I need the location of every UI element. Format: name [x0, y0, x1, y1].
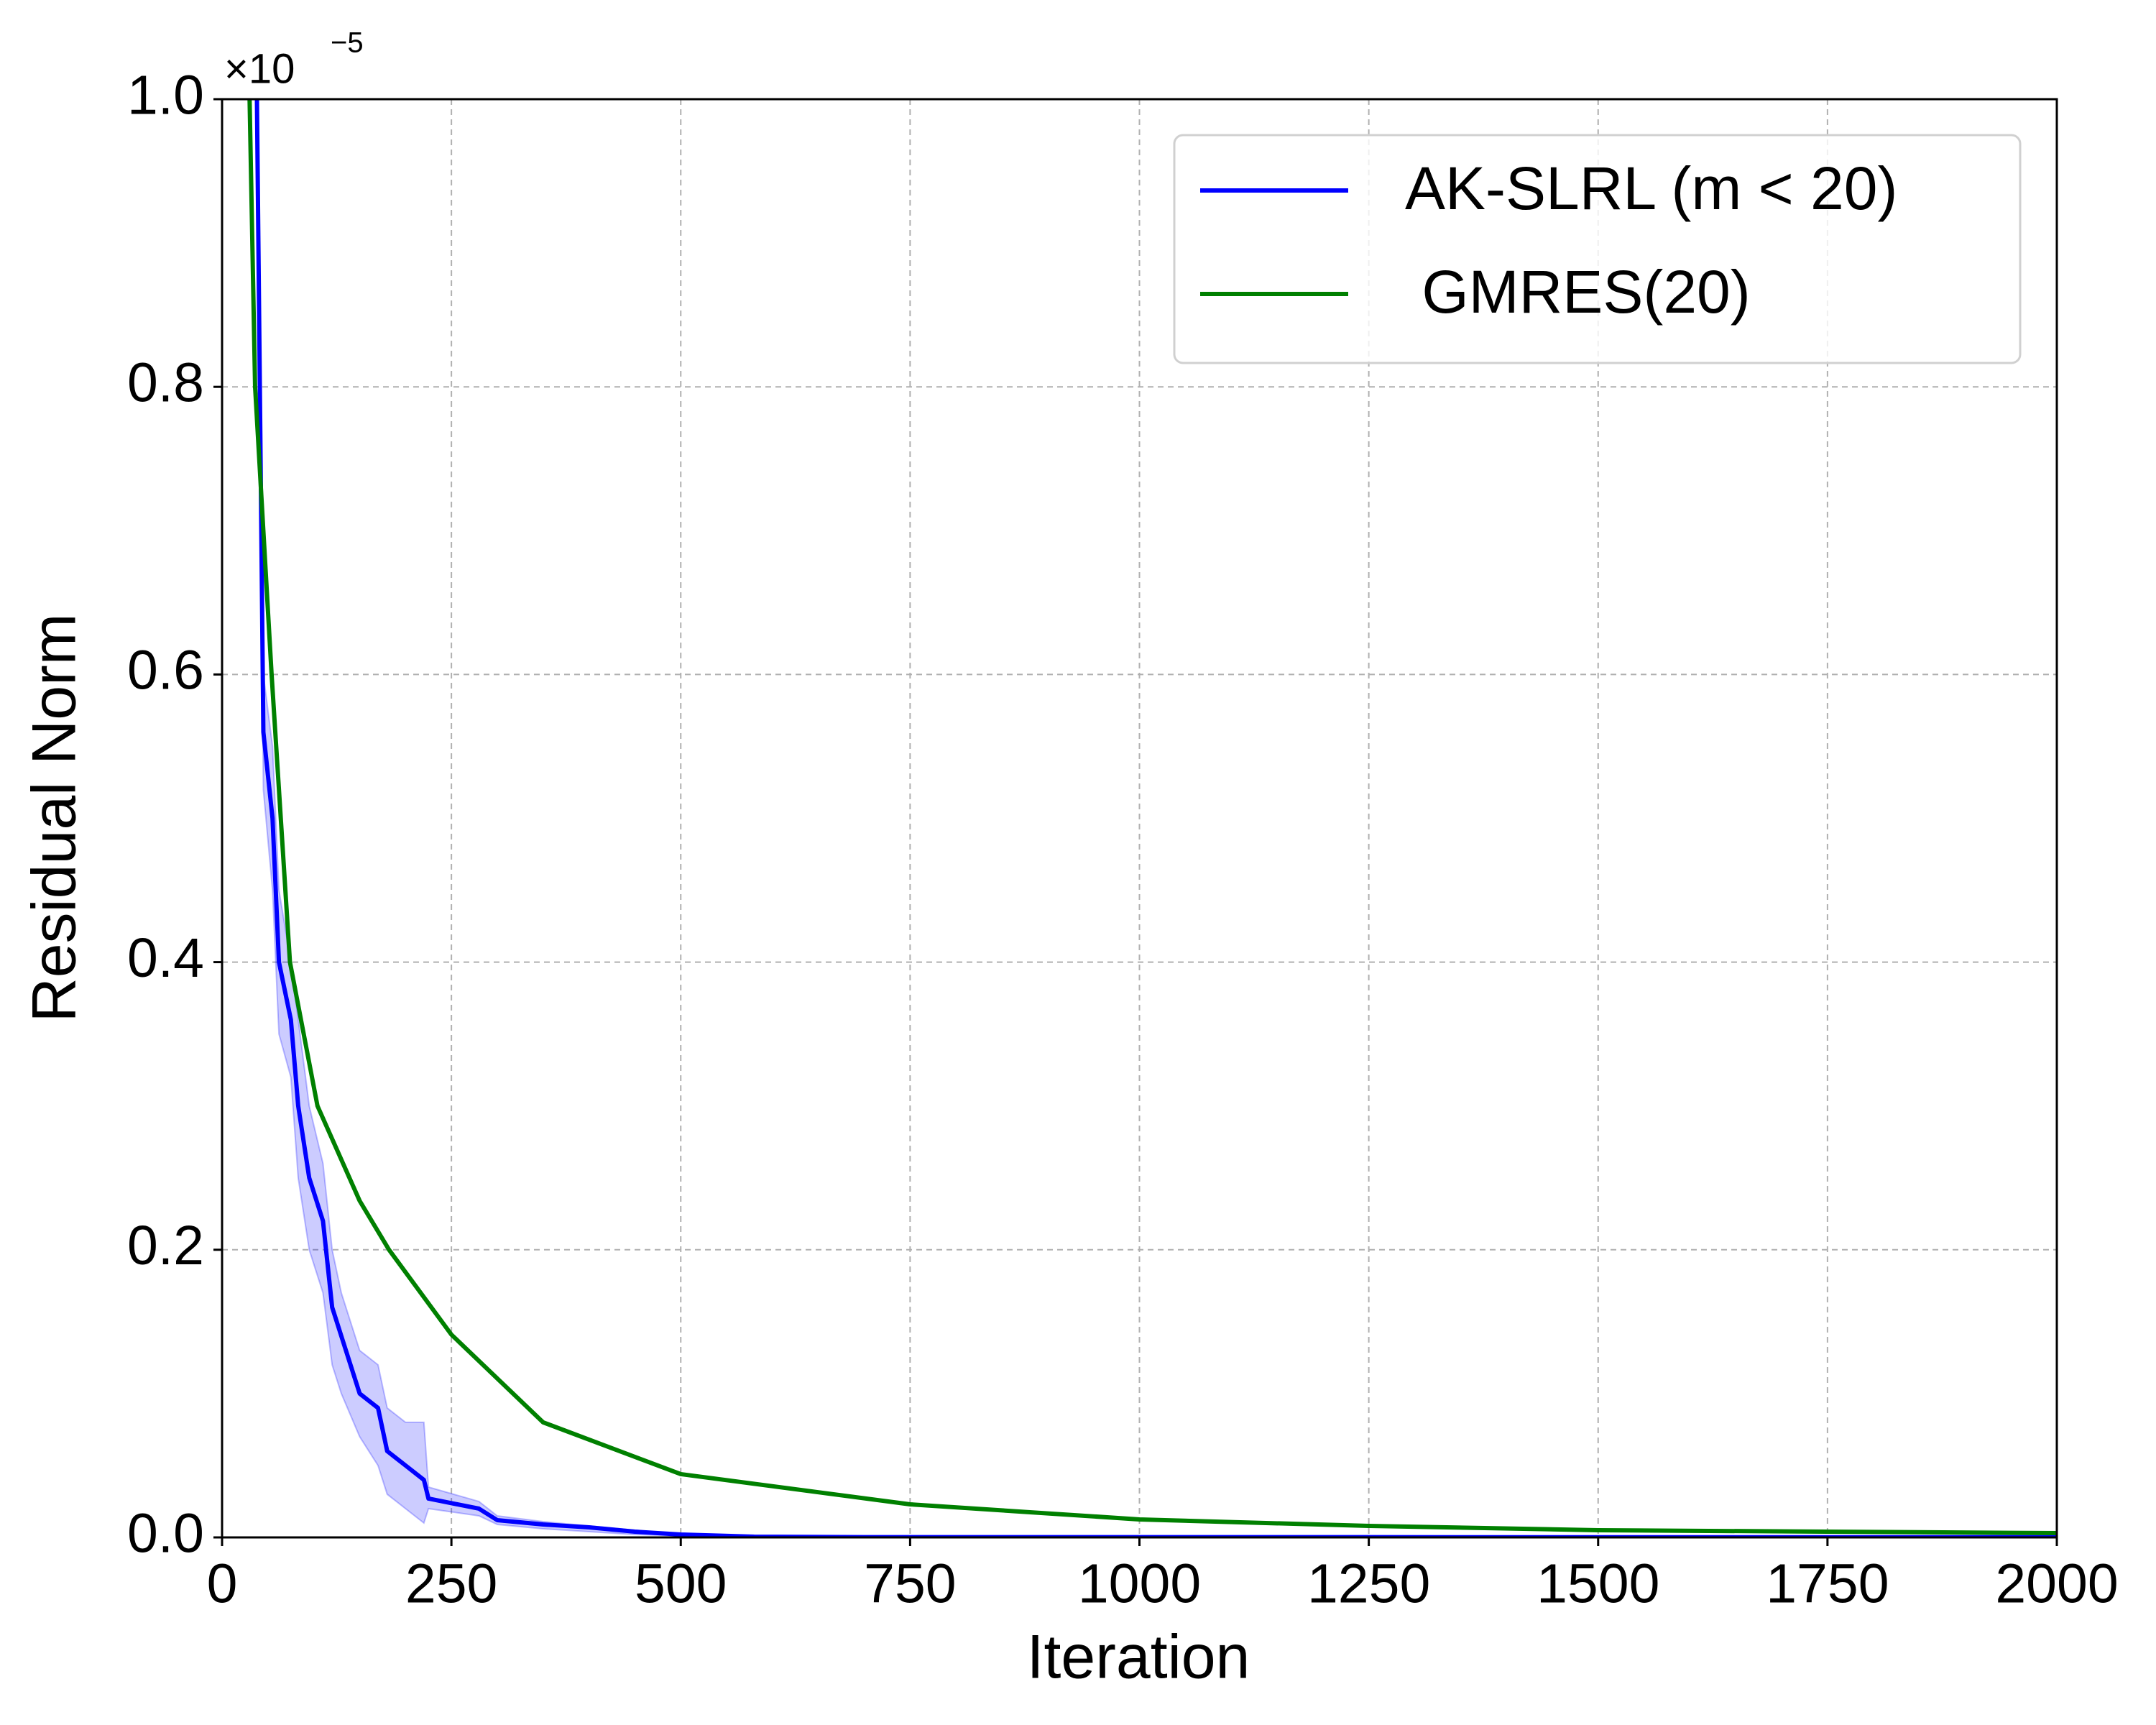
- y-tick-label: 0.0: [127, 1502, 204, 1564]
- x-tick-label: 250: [405, 1552, 497, 1614]
- y-tick-label: 1.0: [127, 64, 204, 126]
- y-offset-exponent: −5: [331, 27, 364, 59]
- labels: 0 250 500 750 1000 1250 1500 1750 2000 0.0 0.2 0.4 0…: [127, 64, 2119, 1614]
- x-tick-label: 750: [864, 1552, 956, 1614]
- x-tick-label: 1250: [1307, 1552, 1430, 1614]
- x-tick-label: 0: [207, 1552, 238, 1614]
- legend-label: AK-SLRL (m < 20): [1405, 155, 1897, 222]
- legend: AK-SLRL (m < 20) GMRES(20): [1173, 134, 2022, 364]
- series-line: [247, 99, 2057, 1535]
- confidence-band: [256, 99, 2057, 1537]
- legend-box: [1173, 134, 2022, 364]
- x-tick-label: 1750: [1766, 1552, 1889, 1614]
- x-tick-label: 500: [635, 1552, 727, 1614]
- x-tick-label: 1000: [1078, 1552, 1201, 1614]
- x-axis-label: Iteration: [1027, 1623, 1250, 1692]
- y-tick-label: 0.8: [127, 352, 204, 414]
- plot-area: [247, 99, 2057, 1537]
- x-tick-label: 2000: [1995, 1552, 2118, 1614]
- y-tick-label: 0.6: [127, 640, 204, 702]
- y-tick-label: 0.2: [127, 1215, 204, 1276]
- y-offset-base: ×10: [224, 45, 295, 92]
- series-line: [254, 99, 2057, 1537]
- y-axis-label: Residual Norm: [20, 614, 89, 1023]
- x-tick-label: 1500: [1537, 1552, 1659, 1614]
- legend-label: GMRES(20): [1405, 258, 1751, 326]
- y-tick-label: 0.4: [127, 927, 204, 989]
